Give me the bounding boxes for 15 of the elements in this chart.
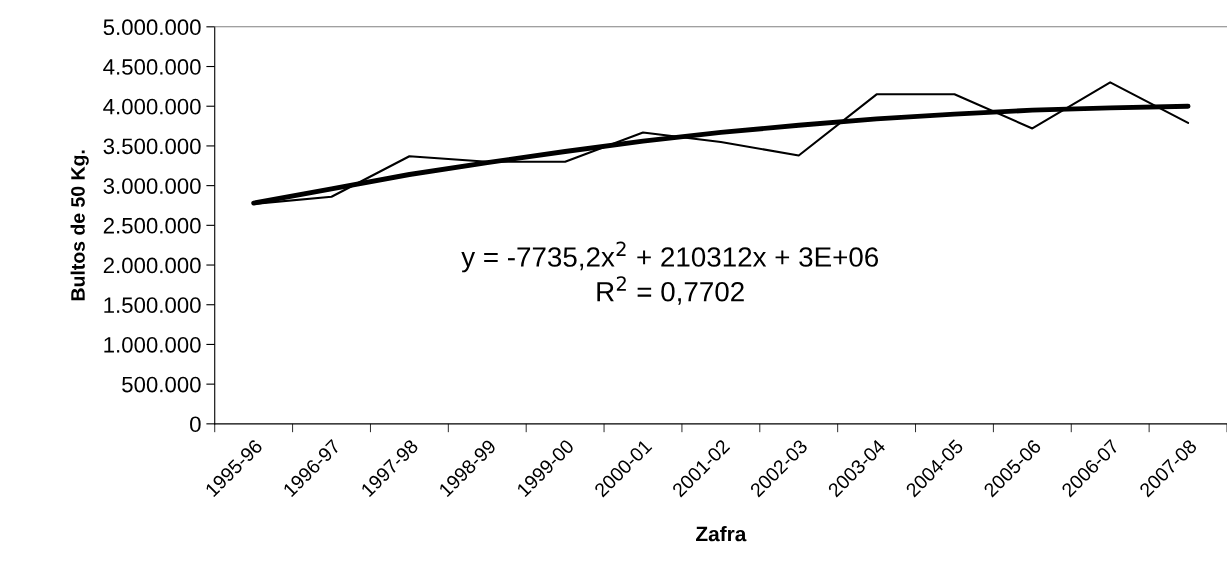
y-tick-label: 1.500.000 [104,297,201,313]
y-axis-title: Bultos de 50 Kg. [70,150,89,301]
y-tick-label: 2.500.000 [103,217,201,234]
x-axis-title: Zafra [696,526,747,542]
y-tick-label: 4.500.000 [103,59,201,75]
annotation: R$^{2}$ = 0,7702 [597,276,744,305]
y-tick-label: 5.000.000 [103,19,201,36]
y-tick-label: 500.000 [122,376,201,393]
y-tick-label: 2.000.000 [103,257,201,274]
y-tick-label: 0 [190,416,201,433]
y-tick-label: 1.000.000 [104,336,201,353]
y-tick-label: 3.000.000 [103,178,201,194]
annotation: y = -7735,2x$^{2}$ + 210312x + 3E+06 [461,241,879,273]
y-tick-label: 3.500.000 [103,138,201,155]
y-tick-label: 4.000.000 [103,98,201,115]
